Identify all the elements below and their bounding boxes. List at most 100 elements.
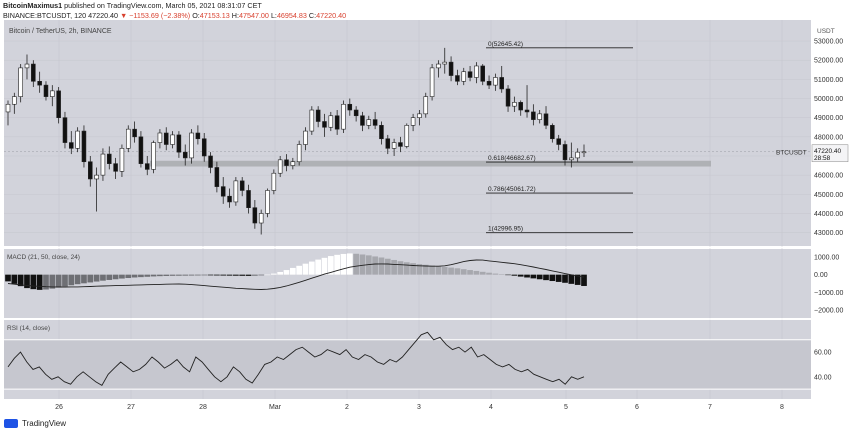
candle bbox=[163, 127, 169, 151]
macd-histogram-bar bbox=[486, 272, 492, 275]
candle-body bbox=[410, 117, 416, 126]
macd-histogram-bar bbox=[517, 274, 524, 277]
rsi-tick-label: 40.00 bbox=[814, 374, 832, 381]
candle-body bbox=[107, 153, 112, 164]
macd-histogram-bar bbox=[384, 258, 391, 275]
candle bbox=[455, 69, 460, 86]
support-zone bbox=[150, 160, 711, 167]
macd-histogram-bar bbox=[226, 274, 233, 276]
brand-name[interactable]: TradingView bbox=[22, 419, 67, 428]
macd-histogram-bar bbox=[30, 274, 37, 290]
candle bbox=[113, 157, 118, 179]
y-tick-label: 48000.00 bbox=[814, 134, 843, 141]
macd-pane[interactable] bbox=[4, 249, 811, 318]
candle-body bbox=[467, 71, 473, 78]
candle bbox=[252, 200, 258, 229]
candle-body bbox=[550, 125, 555, 140]
macd-histogram-bar bbox=[5, 274, 11, 282]
candle bbox=[182, 144, 188, 166]
candle bbox=[239, 177, 245, 197]
candle-body bbox=[347, 103, 353, 111]
candle bbox=[43, 81, 49, 101]
candle-body bbox=[353, 109, 359, 117]
macd-histogram-bar bbox=[176, 274, 182, 276]
author-name[interactable]: BitcoinMaximus1 bbox=[3, 1, 63, 10]
y-tick-label: 53000.00 bbox=[814, 39, 843, 46]
candle-body bbox=[505, 88, 511, 107]
y-tick-label: 50000.00 bbox=[814, 96, 843, 103]
candle-body bbox=[24, 63, 30, 69]
candle bbox=[537, 110, 542, 124]
macd-histogram-bar bbox=[87, 274, 94, 283]
macd-histogram-bar bbox=[62, 274, 68, 287]
x-tick-label: 26 bbox=[55, 404, 63, 411]
candle bbox=[195, 125, 201, 145]
candle-body bbox=[132, 128, 137, 138]
macd-histogram-bar bbox=[410, 263, 416, 275]
macd-histogram-bar bbox=[498, 274, 505, 275]
macd-histogram-bar bbox=[321, 257, 328, 275]
y-tick-label: 46000.00 bbox=[814, 173, 843, 180]
grid-lines bbox=[4, 20, 811, 399]
high-value: 47547.00 bbox=[238, 10, 269, 20]
published-text: published on TradingView.com, March 05, … bbox=[64, 1, 262, 10]
candle bbox=[284, 154, 289, 172]
candle-body bbox=[239, 180, 245, 191]
macd-histogram-bar bbox=[214, 274, 220, 276]
candle bbox=[5, 100, 11, 126]
candle-body bbox=[328, 115, 334, 128]
x-tick-label: Mar bbox=[269, 404, 282, 411]
candle bbox=[467, 65, 473, 82]
candle-body bbox=[391, 142, 397, 149]
candle-body bbox=[113, 163, 118, 172]
candle-body bbox=[461, 71, 466, 82]
macd-histogram-bar bbox=[277, 272, 284, 275]
candle-body bbox=[341, 103, 346, 130]
candle bbox=[265, 188, 270, 218]
x-tick-label: 2 bbox=[345, 404, 349, 411]
candle bbox=[486, 75, 492, 89]
rsi-line bbox=[7, 331, 585, 387]
candle bbox=[334, 110, 340, 135]
macd-histogram-bar bbox=[296, 265, 303, 275]
macd-histogram-bar bbox=[245, 274, 252, 276]
candle-body bbox=[31, 63, 36, 82]
candle-body bbox=[277, 159, 283, 174]
candle bbox=[499, 65, 504, 93]
x-tick-label: 3 bbox=[417, 404, 421, 411]
candle-body bbox=[265, 190, 270, 214]
candle bbox=[562, 140, 568, 166]
y-tick-label: 45000.00 bbox=[814, 192, 843, 199]
candle bbox=[531, 104, 536, 126]
candle-body bbox=[581, 151, 587, 154]
price-label: 47220.40 bbox=[88, 10, 119, 20]
change-label: ▼ −1153.69 (−2.38%) bbox=[120, 10, 191, 20]
candle-body bbox=[290, 161, 296, 166]
candle-body bbox=[543, 113, 549, 126]
candle-body bbox=[246, 190, 251, 208]
y-tick-label: 52000.00 bbox=[814, 58, 843, 65]
candle-body bbox=[296, 144, 302, 163]
fib-level-label: 0.786(45061.72) bbox=[488, 186, 536, 193]
macd-histogram-bar bbox=[315, 259, 322, 275]
candle bbox=[126, 125, 131, 153]
candle-body bbox=[50, 90, 55, 97]
candle-body bbox=[81, 130, 87, 163]
macd-histogram-bar bbox=[49, 274, 56, 289]
macd-pane-title: MACD (21, 50, close, 24) bbox=[7, 254, 80, 261]
macd-histogram-bar bbox=[169, 274, 176, 276]
candle bbox=[56, 87, 61, 124]
candle-body bbox=[138, 136, 144, 164]
candle-body bbox=[480, 65, 485, 82]
macd-histogram-bar bbox=[264, 274, 271, 276]
x-tick-label: 4 bbox=[489, 404, 493, 411]
x-tick-label: 6 bbox=[635, 404, 639, 411]
tradingview-logo-icon[interactable] bbox=[4, 419, 18, 428]
candle bbox=[423, 92, 429, 118]
fib-level-label: 0.618(46682.67) bbox=[488, 155, 536, 162]
candle-body bbox=[442, 61, 448, 65]
candle-body bbox=[366, 119, 372, 126]
candle bbox=[138, 131, 144, 168]
macd-histogram-bar bbox=[473, 270, 480, 275]
